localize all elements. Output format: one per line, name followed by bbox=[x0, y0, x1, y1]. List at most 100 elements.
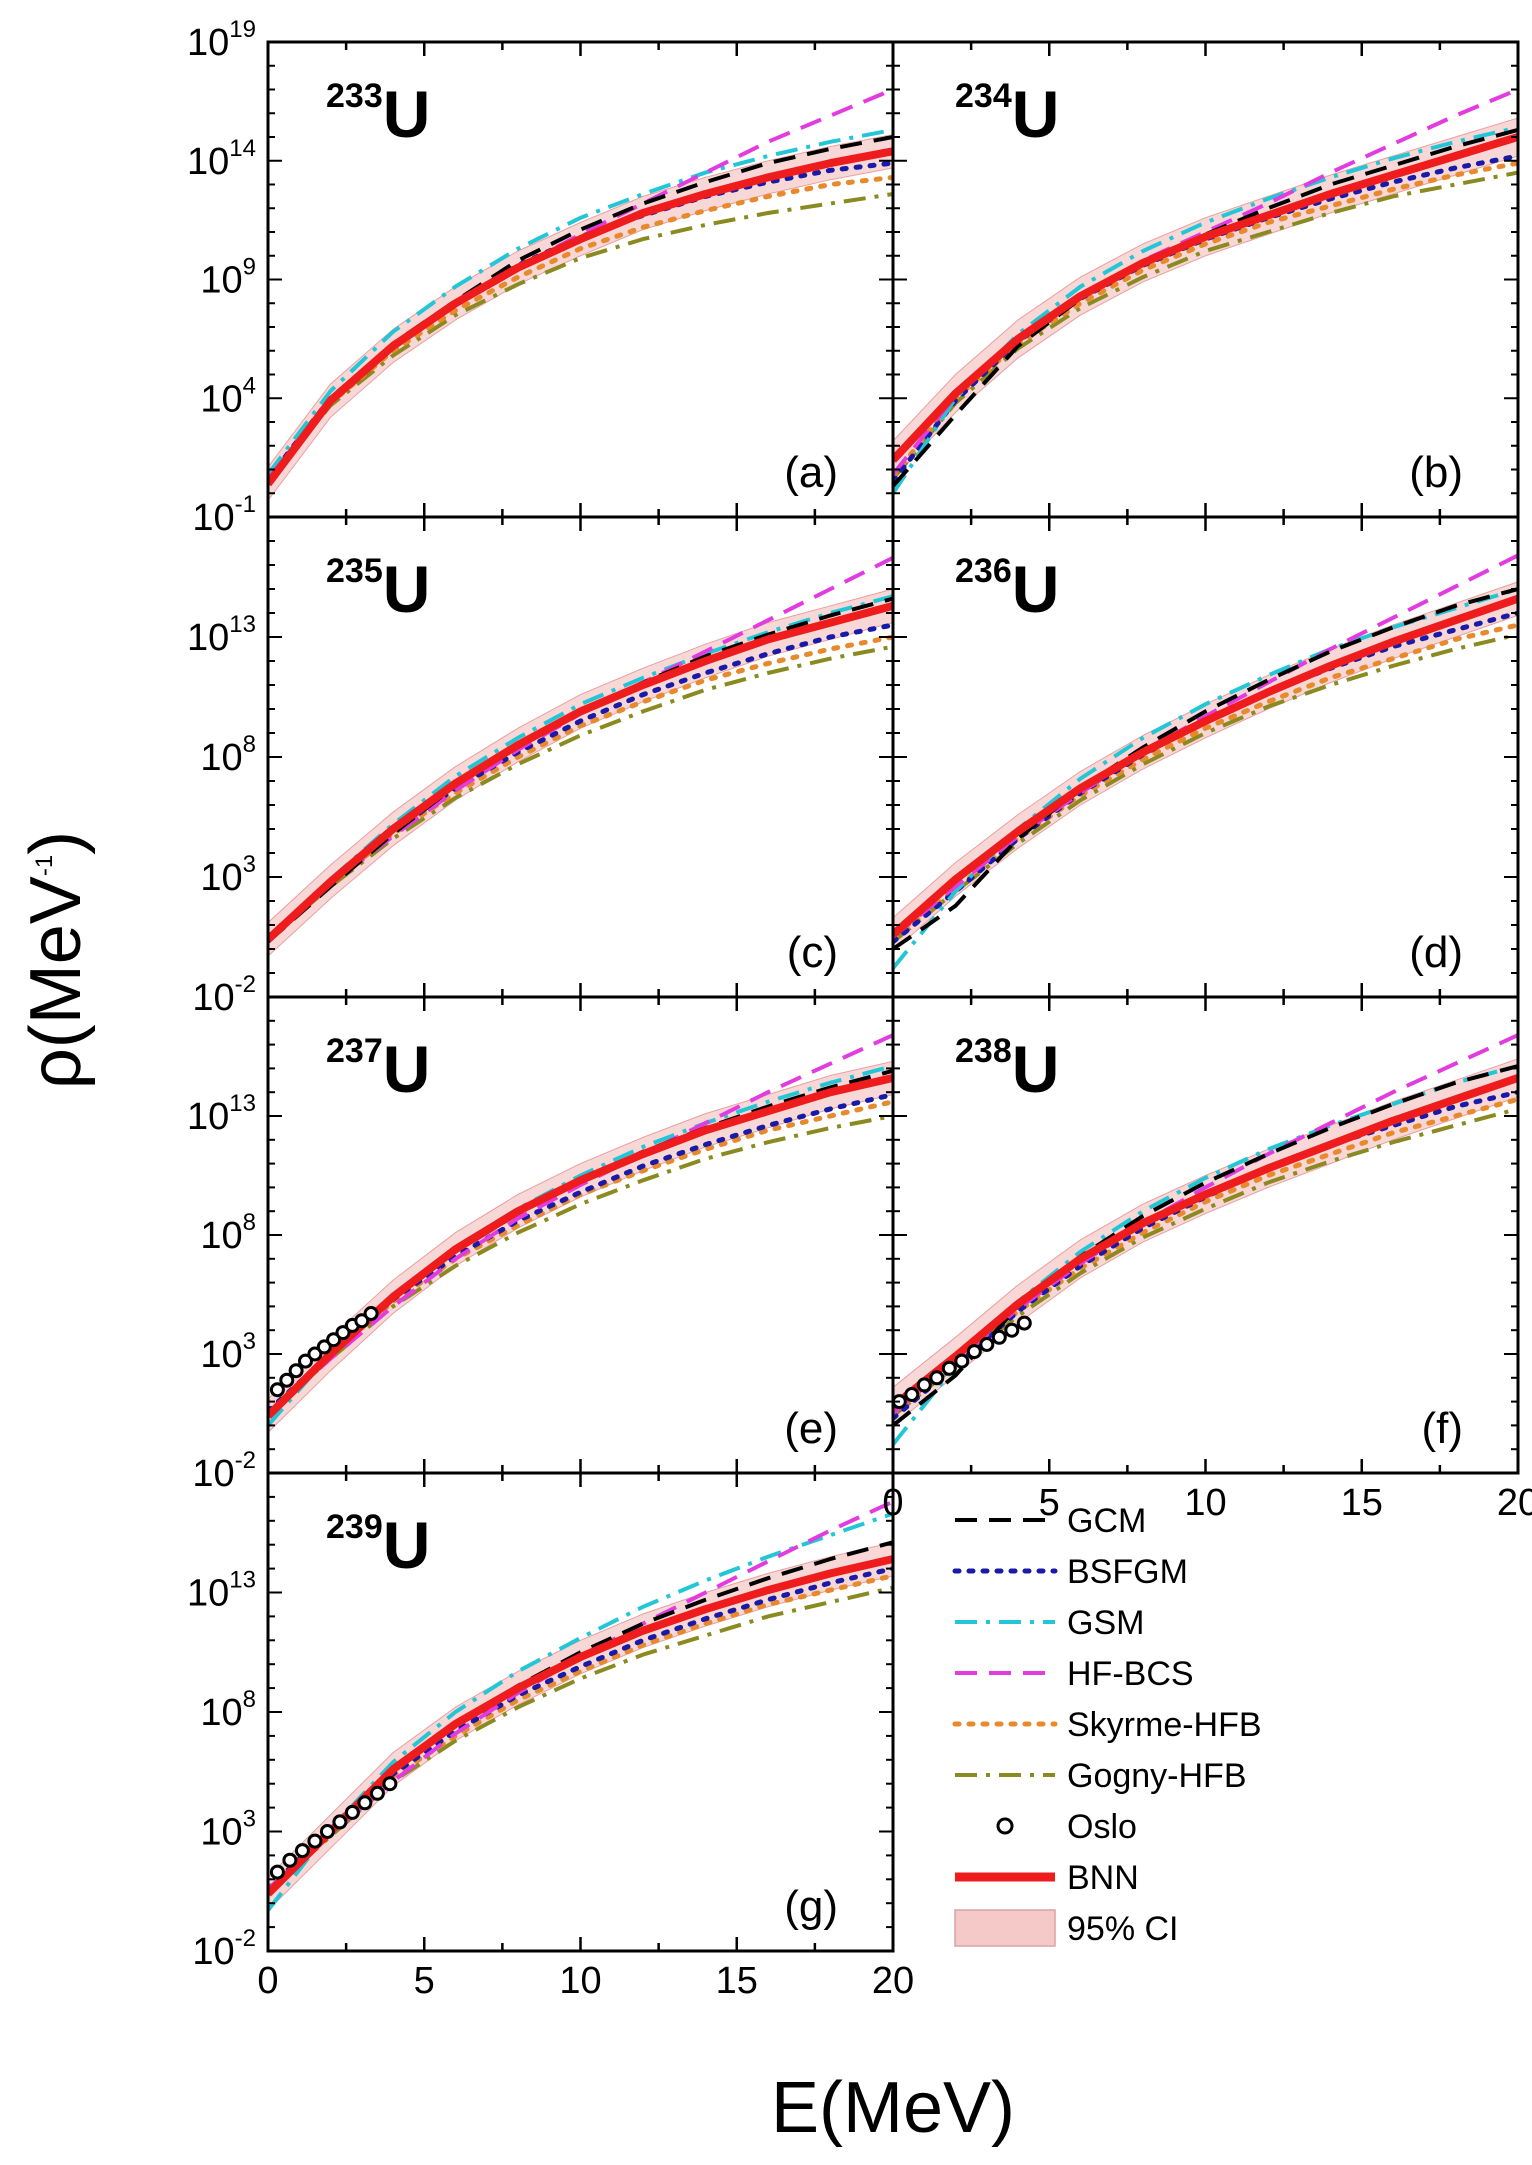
panel-a-y-tick-label: 109 bbox=[200, 254, 256, 302]
legend-entry-oslo: Oslo bbox=[996, 1808, 1137, 1846]
panel-f-series-skyrme-hfb bbox=[893, 1096, 1518, 1416]
panel-a-plot-area bbox=[268, 87, 893, 502]
legend-entry-gcm: GCM bbox=[955, 1502, 1146, 1540]
panel-g-oslo-point bbox=[269, 1864, 285, 1880]
panel-f-oslo-point bbox=[1004, 1322, 1020, 1338]
panel-e-y-tick-label: 10-2 bbox=[192, 1447, 256, 1495]
panel-a-ci-band bbox=[268, 134, 893, 502]
panel-f-oslo-point bbox=[916, 1377, 932, 1393]
panel-f-letter: (f) bbox=[1421, 1404, 1463, 1453]
panel-e-oslo-point bbox=[316, 1339, 332, 1355]
legend-swatch-95-ci bbox=[954, 1909, 1056, 1947]
legend-label-gogny-hfb: Gogny-HFB bbox=[1067, 1757, 1247, 1795]
panel-f-nucleus-label: 238U bbox=[955, 1032, 1059, 1106]
panel-e-series-bsfgm bbox=[268, 1092, 893, 1414]
panel-c-series-gogny-hfb bbox=[268, 644, 893, 941]
panel-f-series-gsm bbox=[893, 1064, 1518, 1446]
panel-c-y-tick-label: 103 bbox=[200, 851, 256, 899]
panel-g-series-skyrme-hfb bbox=[268, 1573, 893, 1892]
panel-f-series-gogny-hfb bbox=[893, 1106, 1518, 1418]
panel-a-nucleus-label: 233U bbox=[326, 77, 430, 151]
panel-b-letter: (b) bbox=[1409, 448, 1463, 497]
panel-e-oslo-point bbox=[298, 1353, 313, 1369]
panel-f-oslo-point bbox=[966, 1344, 982, 1360]
panel-e-y-tick-label: 103 bbox=[200, 1328, 256, 1376]
panel-e-oslo-point bbox=[363, 1306, 379, 1321]
panel-a-series-gogny-hfb bbox=[268, 192, 893, 483]
panel-d-series-bsfgm bbox=[893, 610, 1518, 945]
panel-a-y-tick-label: 1019 bbox=[187, 16, 256, 64]
panel-a-series-gsm bbox=[268, 127, 893, 476]
panel-g-x-tick-label: 10 bbox=[559, 1960, 601, 2002]
panel-c-series-bnn bbox=[268, 601, 893, 943]
panel-a-y-tick-label: 10-1 bbox=[192, 491, 256, 539]
legend-label-gcm: GCM bbox=[1067, 1502, 1146, 1540]
panel-e-nucleus-label: 237U bbox=[326, 1032, 430, 1106]
panel-d: 236U (d) bbox=[891, 515, 1520, 999]
panel-g: 10-2 103 108 1013 239U (g) bbox=[187, 1471, 895, 1973]
legend-label-bnn: BNN bbox=[1067, 1859, 1139, 1897]
panel-g-x-tick-label: 20 bbox=[872, 1960, 914, 2002]
legend-entry-bnn: BNN bbox=[955, 1859, 1139, 1897]
panel-d-plot-area bbox=[893, 553, 1518, 970]
panel-e-oslo-point bbox=[288, 1363, 304, 1379]
panel-f-x-tick-label: 5 bbox=[1039, 1482, 1060, 1524]
legend-entry-95-ci: 95% CI bbox=[954, 1909, 1179, 1948]
panel-c-y-tick-label: 1013 bbox=[187, 611, 256, 659]
panel-g-y-tick-label: 108 bbox=[200, 1686, 256, 1734]
legend-label-hf-bcs: HF-BCS bbox=[1067, 1655, 1194, 1693]
panel-f-series-hf-bcs bbox=[893, 1033, 1518, 1416]
panel-a-series-bsfgm bbox=[268, 160, 893, 482]
legend-label-95-ci: 95% CI bbox=[1067, 1910, 1179, 1948]
panel-a-series-bnn bbox=[268, 147, 893, 487]
panel-g-series-bnn bbox=[268, 1555, 893, 1897]
legend-swatch-oslo bbox=[996, 1817, 1014, 1835]
panels-layer: 10-110410910141019233U(a)234U(b)10-21031… bbox=[187, 16, 1532, 2002]
panel-g-oslo-point bbox=[344, 1804, 360, 1820]
panel-a: 10-1 104 109 1014 1019 233U (a) bbox=[187, 16, 895, 539]
panel-g-series-bsfgm bbox=[268, 1566, 893, 1892]
panel-c-nucleus-label: 235U bbox=[326, 552, 430, 626]
panel-a-letter: (a) bbox=[784, 448, 838, 497]
panel-f: 238U (f) bbox=[891, 995, 1520, 1475]
panel-d-series-gogny-hfb bbox=[893, 632, 1518, 944]
panel-a-y-tick-label: 104 bbox=[200, 372, 256, 420]
panel-e-oslo-point bbox=[269, 1382, 285, 1398]
panel-e-oslo-point bbox=[326, 1332, 342, 1348]
panel-f-x-tick-label: 10 bbox=[1184, 1482, 1226, 1524]
panel-e-y-tick-label: 108 bbox=[200, 1209, 256, 1257]
panel-d-series-bnn bbox=[893, 594, 1518, 938]
panel-g-plot-area bbox=[268, 1499, 893, 1912]
panel-e-plot-area bbox=[268, 1033, 893, 1434]
legend-entry-gogny-hfb: Gogny-HFB bbox=[955, 1757, 1247, 1795]
panel-f-oslo-point bbox=[1016, 1315, 1032, 1331]
panel-g-oslo-point bbox=[307, 1833, 323, 1849]
panel-g-oslo-point bbox=[332, 1814, 348, 1830]
panel-f-oslo-point bbox=[941, 1360, 957, 1376]
panel-e-series-gcm bbox=[268, 1068, 893, 1418]
panel-g-oslo-point bbox=[369, 1785, 385, 1801]
panel-d-series-hf-bcs bbox=[893, 553, 1518, 939]
panel-f-oslo-point bbox=[904, 1387, 920, 1402]
panel-g-series-gogny-hfb bbox=[268, 1585, 893, 1893]
panel-f-oslo-point bbox=[954, 1353, 970, 1369]
panel-f-x-tick-label: 15 bbox=[1341, 1482, 1383, 1524]
panel-b-series-bsfgm bbox=[893, 153, 1518, 484]
panel-c: 10-2 103 108 1013 235U (c) bbox=[187, 515, 895, 1019]
panel-g-y-tick-label: 1013 bbox=[187, 1567, 256, 1615]
panel-c-y-tick-label: 10-2 bbox=[192, 971, 256, 1019]
legend-entry-skyrme-hfb: Skyrme-HFB bbox=[952, 1706, 1262, 1744]
panel-g-nucleus-label: 239U bbox=[326, 1508, 430, 1582]
panel-b-plot-area bbox=[893, 87, 1518, 495]
legend-label-gsm: GSM bbox=[1067, 1604, 1144, 1642]
panel-b-series-bnn bbox=[893, 133, 1518, 463]
panel-f-series-gcm bbox=[893, 1064, 1518, 1427]
panel-b-series-gcm bbox=[893, 127, 1518, 488]
panel-e-series-hf-bcs bbox=[268, 1033, 893, 1416]
panel-d-series-gcm bbox=[893, 587, 1518, 951]
panel-e-y-tick-label: 1013 bbox=[187, 1090, 256, 1138]
panel-g-series-hf-bcs bbox=[268, 1499, 893, 1891]
panel-a-series-gcm bbox=[268, 135, 893, 483]
legend-entry-hf-bcs: HF-BCS bbox=[955, 1655, 1194, 1693]
